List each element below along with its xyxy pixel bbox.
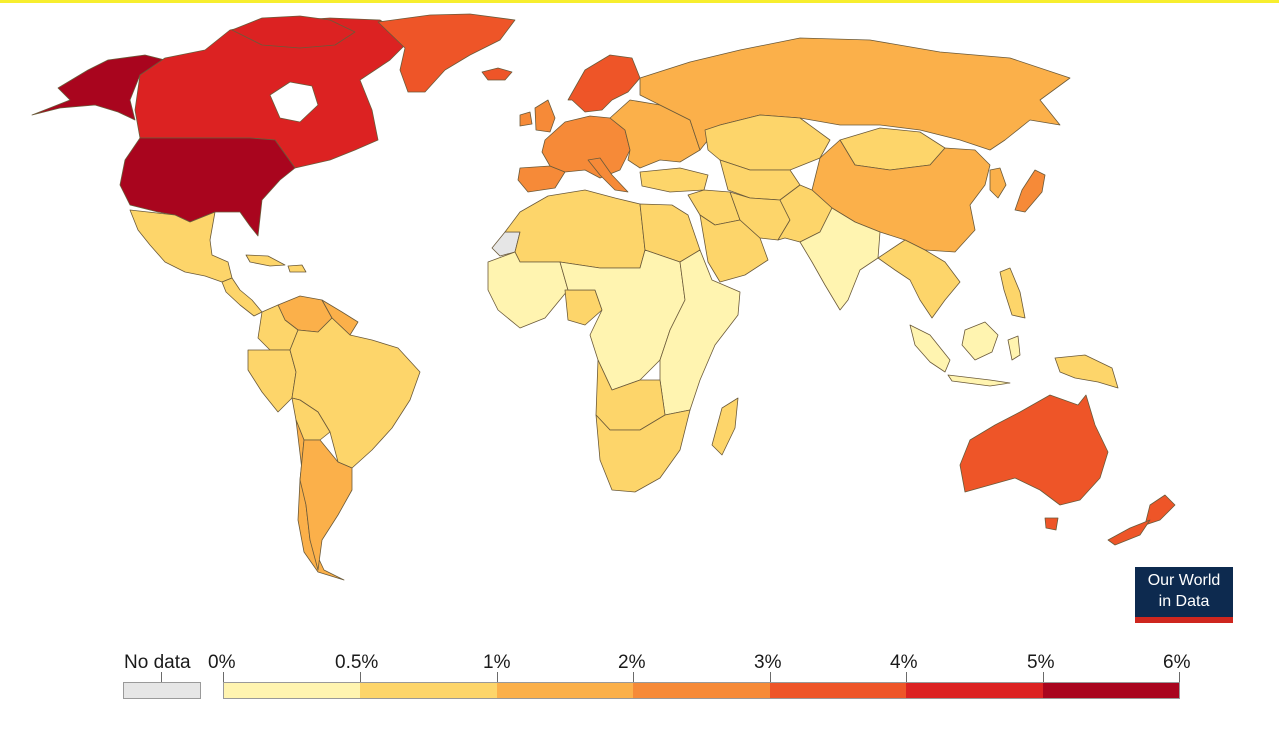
- region-java[interactable]: [947, 374, 1011, 387]
- region-mexico[interactable]: [129, 209, 233, 283]
- logo-line-1: Our World: [1147, 572, 1221, 589]
- legend-bin: [223, 682, 360, 699]
- region-argentina[interactable]: [299, 439, 353, 571]
- region-sulawesi[interactable]: [1007, 335, 1021, 361]
- region-madagascar[interactable]: [711, 397, 739, 456]
- region-guianas[interactable]: [321, 299, 359, 336]
- no-data-swatch: [123, 682, 201, 699]
- region-italy[interactable]: [587, 157, 629, 193]
- legend-tick: [1179, 672, 1180, 682]
- legend-tick: [360, 672, 361, 682]
- region-united-states[interactable]: [119, 137, 296, 237]
- no-data-label: No data: [124, 652, 191, 673]
- region-ireland[interactable]: [519, 111, 533, 127]
- legend-bin: [1043, 682, 1180, 699]
- region-hispaniola[interactable]: [287, 264, 307, 273]
- owid-logo: Our World in Data: [1135, 567, 1233, 623]
- region-new-zealand-south[interactable]: [1107, 519, 1151, 546]
- region-united-kingdom[interactable]: [534, 99, 556, 133]
- legend-bin: [633, 682, 770, 699]
- legend-bin: [770, 682, 906, 699]
- legend-tick-label: 5%: [1027, 652, 1055, 673]
- region-east-africa[interactable]: [659, 249, 741, 416]
- region-spain[interactable]: [517, 165, 566, 193]
- region-central-america[interactable]: [221, 277, 263, 317]
- region-greenland[interactable]: [377, 13, 516, 93]
- region-canada-islands[interactable]: [231, 15, 356, 49]
- region-iceland[interactable]: [481, 67, 513, 81]
- legend-tick-label: 6%: [1163, 652, 1191, 673]
- region-north-africa[interactable]: [504, 189, 646, 269]
- legend-tick: [906, 672, 907, 682]
- region-russia[interactable]: [639, 37, 1071, 151]
- region-central-africa[interactable]: [559, 249, 686, 391]
- region-caribbean[interactable]: [245, 254, 286, 267]
- region-western-europe[interactable]: [541, 115, 631, 179]
- region-mongolia[interactable]: [839, 127, 946, 171]
- region-australia[interactable]: [959, 394, 1109, 506]
- region-southeast-asia[interactable]: [877, 239, 961, 319]
- region-indonesia[interactable]: [909, 324, 951, 373]
- legend-tick-label: 0%: [208, 652, 236, 673]
- region-turkey[interactable]: [639, 167, 709, 193]
- region-papua-new-guinea[interactable]: [1054, 354, 1119, 389]
- region-southern-africa[interactable]: [595, 409, 691, 493]
- legend-tick: [223, 672, 224, 682]
- hudson-bay: [269, 81, 319, 123]
- logo-line-2: in Data: [1158, 593, 1210, 610]
- no-data-tick: [161, 672, 162, 682]
- legend-tick-label: 1%: [483, 652, 511, 673]
- legend-tick-label: 0.5%: [335, 652, 379, 673]
- region-japan[interactable]: [1014, 169, 1046, 213]
- legend-tick-label: 3%: [754, 652, 782, 673]
- legend-tick: [770, 672, 771, 682]
- region-borneo[interactable]: [961, 321, 999, 361]
- region-korea[interactable]: [989, 167, 1007, 199]
- legend-tick: [1043, 672, 1044, 682]
- legend-tick-label: 4%: [890, 652, 918, 673]
- legend-bin: [497, 682, 633, 699]
- region-tasmania[interactable]: [1044, 517, 1059, 531]
- region-india[interactable]: [799, 207, 881, 311]
- legend-bin: [906, 682, 1043, 699]
- region-eastern-europe[interactable]: [609, 99, 701, 169]
- region-philippines[interactable]: [999, 267, 1026, 319]
- legend-tick: [633, 672, 634, 682]
- legend-tick: [497, 672, 498, 682]
- world-map: [31, 13, 1176, 581]
- top-rule: [0, 0, 1279, 3]
- region-west-africa[interactable]: [487, 251, 569, 329]
- region-scandinavia[interactable]: [567, 54, 641, 113]
- region-peru[interactable]: [247, 349, 297, 413]
- region-arabian-peninsula[interactable]: [699, 214, 769, 283]
- legend-tick-label: 2%: [618, 652, 646, 673]
- legend-bin: [360, 682, 497, 699]
